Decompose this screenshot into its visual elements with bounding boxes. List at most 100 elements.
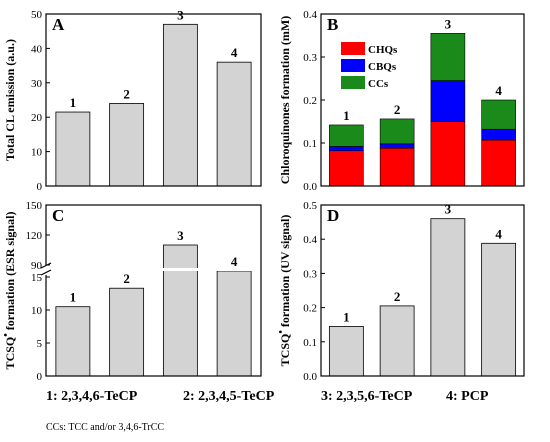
bar-segment-cbqs xyxy=(430,80,466,122)
bar-number-label: 3 xyxy=(177,228,184,243)
bar-segment-cbqs xyxy=(481,128,516,141)
y-tick-label: 0.3 xyxy=(303,268,317,280)
axis-break-mark xyxy=(40,269,52,276)
bar-number-label: 1 xyxy=(343,108,350,123)
y-tick-label: 0.2 xyxy=(303,95,317,107)
bar xyxy=(430,218,466,377)
bar-segment-cbqs xyxy=(329,146,364,152)
bar-number-label: 2 xyxy=(394,289,401,304)
bar-number-label: 3 xyxy=(445,202,452,217)
compound-label: 2: 2,3,4,5-TeCP xyxy=(183,389,275,404)
y-axis-title: TCSQ• formation (ESR signal) xyxy=(1,212,17,370)
bar xyxy=(55,306,91,377)
bar-number-label: 1 xyxy=(70,290,77,305)
bar-number-label: 4 xyxy=(495,226,502,241)
bar-number-label: 2 xyxy=(123,86,130,101)
y-axis-title-part: TCSQ xyxy=(278,334,292,367)
compound-key: 1: 2,3,4,6-TeCP 2: 2,3,4,5-TeCP 3: 2,3,5,6… xyxy=(46,389,489,404)
bar-segment-ccs xyxy=(430,33,466,81)
bar-number-label: 3 xyxy=(177,7,184,22)
bar xyxy=(216,61,252,187)
y-tick-label: 0.5 xyxy=(303,200,317,212)
compound-label: 1: 2,3,4,6-TeCP xyxy=(46,389,138,404)
y-tick-label: 0.4 xyxy=(303,9,317,21)
bar xyxy=(162,244,198,377)
plot-frame xyxy=(320,204,525,377)
bar-number-label: 2 xyxy=(123,271,130,286)
y-tick-label: 50 xyxy=(31,9,43,21)
y-tick-label: 0 xyxy=(37,181,43,193)
bar xyxy=(216,270,252,377)
y-axis-title-part: formation (ESR signal) xyxy=(3,212,17,334)
panel-letter: B xyxy=(327,15,338,34)
panel-c: 1 2 3 4 90 120 150 0 5 10 15 TCSQ• formation (ESR s… xyxy=(1,200,262,383)
y-tick-label: 0.0 xyxy=(303,371,317,383)
bar-number-label: 4 xyxy=(495,83,502,98)
y-tick-label: 90 xyxy=(31,260,43,272)
bar xyxy=(379,305,415,377)
y-axis-title: Chloroquinones formation (mM) xyxy=(278,16,292,184)
bar-segment-ccs xyxy=(481,99,516,130)
compound-label: 4: PCP xyxy=(446,389,489,404)
y-tick-label: 10 xyxy=(31,305,43,317)
legend-swatch xyxy=(341,42,365,55)
bar-number-label: 4 xyxy=(231,254,238,269)
y-tick-label: 40 xyxy=(31,43,43,55)
panel-b: 1 2 3 4 0.0 0.1 0.2 0.3 0.4 Chloroquinones format… xyxy=(278,9,525,193)
bar-segment-cbqs xyxy=(379,143,415,149)
legend-label: CHQs xyxy=(368,44,398,56)
y-tick-label: 0.1 xyxy=(303,138,317,150)
y-tick-label: 0.2 xyxy=(303,303,317,315)
bar-number-label: 3 xyxy=(445,16,452,31)
bar xyxy=(109,103,145,187)
bar-segment-chqs xyxy=(481,139,516,187)
bar-number-label: 2 xyxy=(394,102,401,117)
plot-frame xyxy=(45,13,262,187)
bar-number-label: 1 xyxy=(70,95,77,110)
bar-segment-chqs xyxy=(379,147,415,187)
footnote: CCs: TCC and/or 3,4,6-TrCC xyxy=(46,422,164,433)
legend: CHQs CBQs CCs xyxy=(341,42,398,90)
y-tick-label: 10 xyxy=(31,147,43,159)
y-axis-title-part: formation (UV signal) xyxy=(278,215,292,330)
panel-letter: D xyxy=(327,206,339,225)
y-tick-label: 150 xyxy=(26,200,43,212)
y-axis-title-part: TCSQ xyxy=(3,337,17,370)
bar-number-label: 1 xyxy=(343,309,350,324)
bar-segment-chqs xyxy=(430,121,466,187)
y-axis-title: Total CL emission (a.u.) xyxy=(3,39,17,161)
y-tick-label: 0.4 xyxy=(303,234,317,246)
y-tick-label: 20 xyxy=(31,112,43,124)
y-tick-label: 0.1 xyxy=(303,337,317,349)
legend-label: CCs xyxy=(368,78,389,90)
y-axis-title: TCSQ• formation (UV signal) xyxy=(276,215,292,367)
legend-swatch xyxy=(341,76,365,89)
panel-d: 1 2 3 4 0.0 0.1 0.2 0.3 0.4 0.5 TCSQ• formation (U… xyxy=(276,200,525,383)
axis-break-cover xyxy=(44,265,48,275)
y-tick-label: 0.0 xyxy=(303,181,317,193)
compound-label: 3: 2,3,5,6-TeCP xyxy=(321,389,413,404)
bar-segment-ccs xyxy=(329,124,364,147)
y-tick-label: 5 xyxy=(37,338,43,350)
y-tick-label: 0 xyxy=(37,371,43,383)
panel-letter: C xyxy=(52,206,64,225)
axis-break-gap xyxy=(47,268,260,271)
panel-letter: A xyxy=(52,15,65,34)
radical-dot: • xyxy=(276,330,287,334)
y-tick-label: 120 xyxy=(26,230,43,242)
y-tick-label: 30 xyxy=(31,78,43,90)
bar xyxy=(55,111,91,187)
bar-segment-ccs xyxy=(379,118,415,145)
bar xyxy=(481,242,517,377)
bar-number-label: 4 xyxy=(231,45,238,60)
bar-segment-chqs xyxy=(329,150,364,187)
plot-frame xyxy=(45,204,262,377)
legend-label: CBQs xyxy=(368,61,397,73)
radical-dot: • xyxy=(1,333,12,337)
legend-swatch xyxy=(341,59,365,72)
bar xyxy=(109,287,145,377)
bar xyxy=(162,23,198,187)
